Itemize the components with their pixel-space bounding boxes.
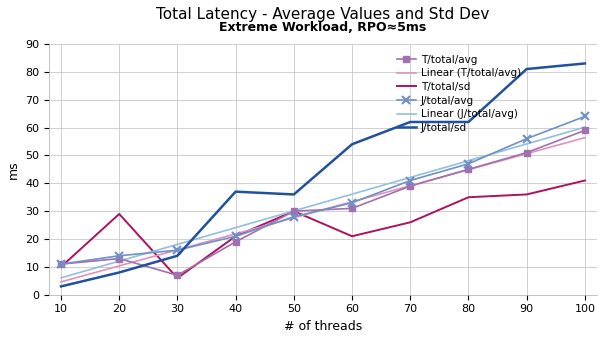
- Linear (J/total/avg): [406, 175, 414, 180]
- J/total/avg: [349, 201, 356, 205]
- Linear (J/total/avg): [349, 192, 356, 196]
- J/total/sd: [174, 254, 181, 258]
- T/total/sd: [406, 220, 414, 224]
- J/total/sd: [115, 270, 123, 274]
- Line: Linear (J/total/avg): Linear (J/total/avg): [61, 127, 585, 278]
- Linear (J/total/avg): [174, 242, 181, 246]
- J/total/avg: [174, 248, 181, 252]
- Linear (T/total/avg): [581, 136, 588, 140]
- J/total/avg: [523, 137, 530, 141]
- Legend: T/total/avg, Linear (T/total/avg), T/total/sd, J/total/avg, Linear (J/total/avg): T/total/avg, Linear (T/total/avg), T/tot…: [394, 52, 524, 136]
- X-axis label: # of threads: # of threads: [284, 320, 362, 333]
- J/total/sd: [57, 284, 65, 288]
- J/total/sd: [523, 67, 530, 71]
- J/total/avg: [406, 178, 414, 183]
- J/total/avg: [581, 114, 588, 118]
- T/total/sd: [57, 265, 65, 269]
- T/total/avg: [581, 128, 588, 132]
- T/total/avg: [290, 209, 297, 213]
- T/total/sd: [290, 209, 297, 213]
- Line: Linear (T/total/avg): Linear (T/total/avg): [61, 138, 585, 282]
- T/total/avg: [57, 262, 65, 266]
- T/total/avg: [406, 184, 414, 188]
- Linear (T/total/avg): [57, 280, 65, 284]
- J/total/avg: [290, 215, 297, 219]
- Linear (T/total/avg): [465, 168, 472, 172]
- J/total/sd: [581, 62, 588, 66]
- Linear (T/total/avg): [232, 232, 239, 236]
- Linear (J/total/avg): [465, 159, 472, 163]
- T/total/sd: [174, 276, 181, 280]
- Linear (J/total/avg): [232, 226, 239, 230]
- J/total/sd: [290, 192, 297, 197]
- J/total/sd: [349, 142, 356, 146]
- J/total/sd: [232, 190, 239, 194]
- T/total/avg: [115, 256, 123, 260]
- Linear (T/total/avg): [290, 216, 297, 220]
- J/total/sd: [465, 120, 472, 124]
- T/total/sd: [232, 234, 239, 238]
- Linear (J/total/avg): [523, 142, 530, 146]
- Linear (T/total/avg): [406, 184, 414, 188]
- J/total/avg: [57, 262, 65, 266]
- Linear (T/total/avg): [523, 152, 530, 156]
- J/total/sd: [406, 120, 414, 124]
- Title: Total Latency - Average Values and Std Dev: Total Latency - Average Values and Std D…: [156, 7, 490, 22]
- T/total/sd: [349, 234, 356, 238]
- J/total/avg: [115, 254, 123, 258]
- Linear (J/total/avg): [115, 259, 123, 263]
- Linear (T/total/avg): [115, 264, 123, 268]
- Line: J/total/sd: J/total/sd: [61, 64, 585, 286]
- Line: T/total/avg: T/total/avg: [58, 128, 588, 278]
- T/total/sd: [581, 178, 588, 183]
- Linear (J/total/avg): [290, 209, 297, 213]
- Y-axis label: ms: ms: [7, 160, 20, 179]
- T/total/avg: [465, 167, 472, 171]
- T/total/avg: [232, 240, 239, 244]
- T/total/avg: [174, 273, 181, 277]
- Linear (J/total/avg): [57, 276, 65, 280]
- T/total/avg: [523, 151, 530, 155]
- Line: J/total/avg: J/total/avg: [57, 112, 589, 268]
- T/total/avg: [349, 206, 356, 210]
- T/total/sd: [465, 195, 472, 199]
- J/total/avg: [465, 162, 472, 166]
- T/total/sd: [523, 192, 530, 197]
- Linear (T/total/avg): [349, 200, 356, 204]
- Text: Extreme Workload, RPO≈5ms: Extreme Workload, RPO≈5ms: [219, 21, 426, 34]
- Line: T/total/sd: T/total/sd: [61, 181, 585, 278]
- T/total/sd: [115, 212, 123, 216]
- Linear (J/total/avg): [581, 125, 588, 129]
- J/total/avg: [232, 234, 239, 238]
- Linear (T/total/avg): [174, 248, 181, 252]
